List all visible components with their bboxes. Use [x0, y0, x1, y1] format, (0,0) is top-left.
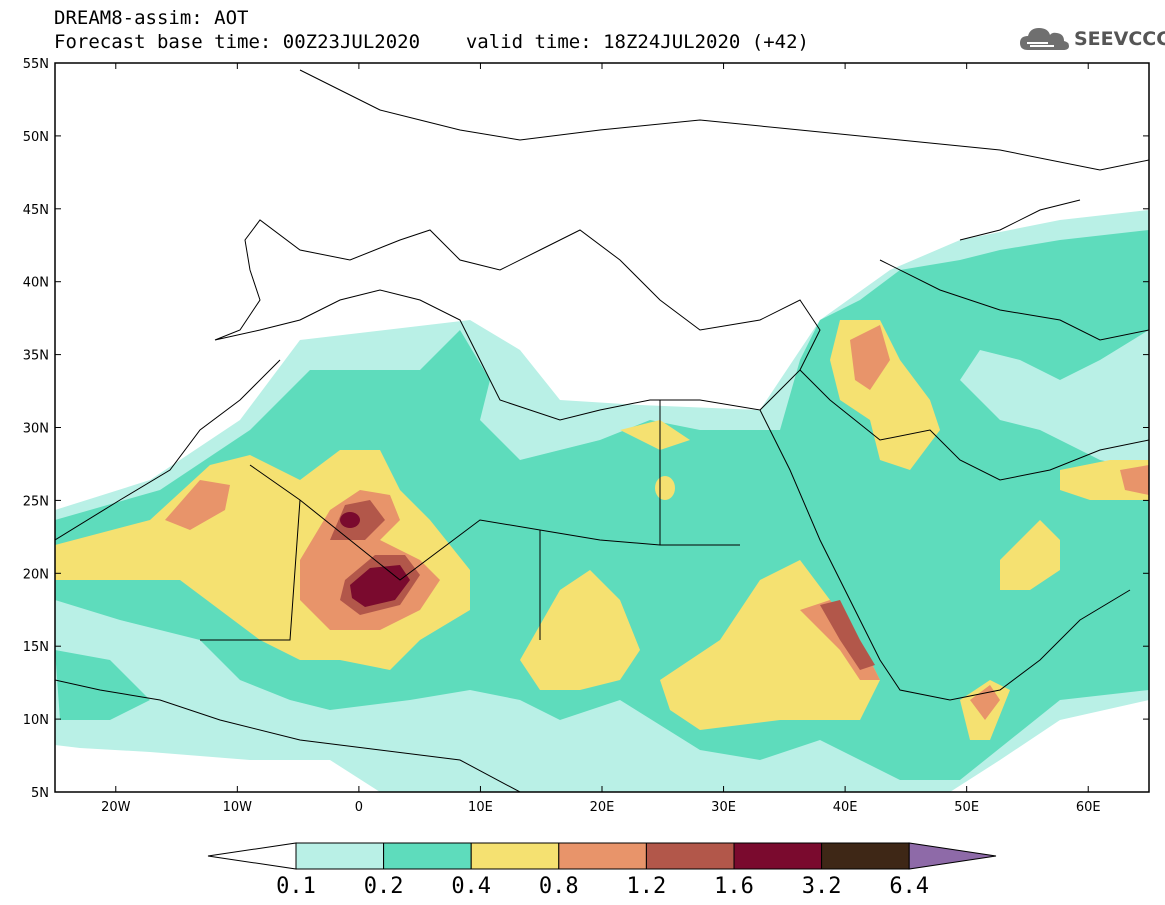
colorbar-level-label: 3.2 — [802, 874, 842, 899]
colorbar-lower-arrow — [207, 842, 297, 870]
colorbar-segment — [558, 842, 647, 870]
cloud-icon — [1020, 28, 1069, 50]
base-time: Forecast base time: 00Z23JUL2020 — [54, 31, 421, 53]
colorbar-level-label: 1.6 — [714, 874, 754, 899]
map-title: DREAM8-assim: AOT — [54, 7, 249, 29]
lon-tick-label: 50E — [954, 800, 979, 815]
lon-tick-label: 60E — [1076, 800, 1101, 815]
lon-tick-label: 0 — [355, 800, 363, 815]
lat-tick-label: 45N — [23, 203, 49, 218]
colorbar-segment — [470, 842, 560, 870]
coastlines-borders — [55, 69, 1149, 792]
colorbar-level-label: 0.2 — [364, 874, 404, 899]
colorbar-segment — [821, 842, 910, 870]
colorbar-level-label: 0.1 — [276, 874, 316, 899]
lon-tick-label: 10E — [468, 800, 493, 815]
colorbar-segment — [645, 842, 735, 870]
axis-ticks: 20W 10W 0 10E 20E 30E 40E 50E 60E 55N 50N 45N 40N 35N… — [23, 57, 1149, 815]
colorbar-level-label: 6.4 — [889, 874, 929, 899]
colorbar-upper-arrow — [908, 842, 997, 870]
colorbar-segment — [383, 842, 472, 870]
lat-tick-label: 30N — [23, 422, 49, 437]
lat-tick-label: 50N — [23, 130, 49, 145]
lat-tick-label: 25N — [23, 494, 49, 509]
lon-tick-label: 40E — [833, 800, 858, 815]
colorbar-segment — [733, 842, 823, 870]
lat-tick-label: 55N — [23, 57, 49, 72]
colorbar-level-label: 0.4 — [451, 874, 491, 899]
lat-tick-label: 15N — [23, 640, 49, 655]
lat-tick-label: 10N — [23, 713, 49, 728]
lon-tick-label: 30E — [711, 800, 736, 815]
logo-text: SEEVCCC — [1074, 28, 1165, 50]
colorbar-level-label: 1.2 — [627, 874, 667, 899]
colorbar: 0.1 0.2 0.4 0.8 1.2 1.6 3.2 6.4 — [207, 842, 997, 899]
lon-tick-label: 20W — [101, 800, 131, 815]
valid-time: valid time: 18Z24JUL2020 (+42) — [465, 31, 809, 53]
lon-tick-label: 10W — [223, 800, 253, 815]
lon-tick-label: 20E — [590, 800, 615, 815]
colorbar-level-label: 0.8 — [539, 874, 579, 899]
colorbar-segment — [295, 842, 385, 870]
seevccc-logo: SEEVCCC — [1018, 24, 1165, 54]
lat-tick-label: 20N — [23, 567, 49, 582]
lat-tick-label: 40N — [23, 276, 49, 291]
forecast-times: Forecast base time: 00Z23JUL2020 valid t… — [54, 31, 809, 53]
lat-tick-label: 35N — [23, 349, 49, 364]
lat-tick-label: 5N — [31, 786, 49, 801]
